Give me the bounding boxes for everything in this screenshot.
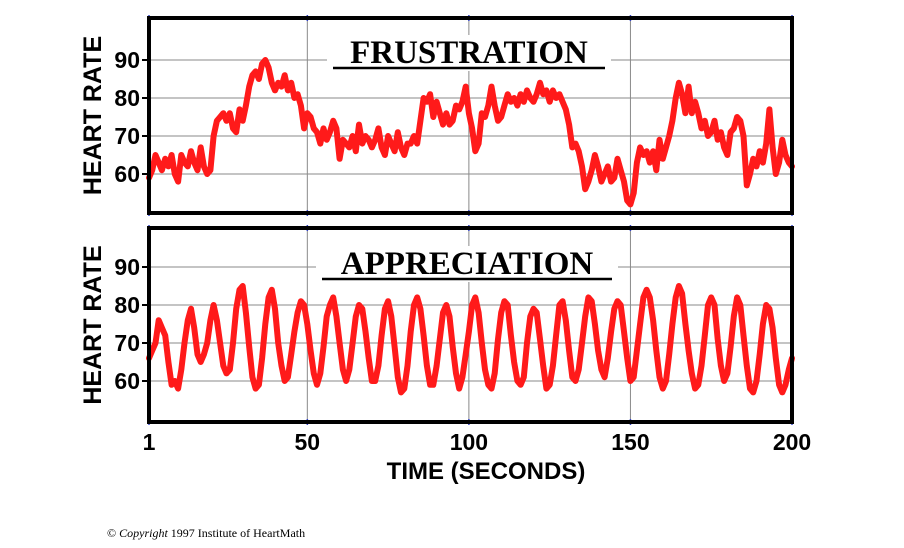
y-tick-label: 80 [114, 85, 140, 111]
x-tick-label: 200 [773, 429, 811, 455]
y-tick-label: 90 [114, 254, 140, 280]
copyright-notice: © Copyright 1997 Institute of HeartMath [107, 526, 305, 541]
y-tick-label: 70 [114, 330, 140, 356]
heart-rate-series-line [146, 57, 795, 208]
copyright-text: 1997 Institute of HeartMath [170, 526, 306, 540]
x-tick-label: 150 [611, 429, 649, 455]
y-tick-label: 60 [114, 161, 140, 187]
heart-rate-series-line [146, 283, 795, 396]
y-tick-label: 80 [114, 292, 140, 318]
y-axis-label: HEART RATE [79, 245, 107, 404]
x-axis-label: TIME (SECONDS) [387, 458, 586, 485]
y-axis-label: HEART RATE [79, 36, 107, 195]
chart-title: APPRECIATION [341, 246, 594, 282]
y-tick-label: 70 [114, 123, 140, 149]
x-tick-label: 50 [295, 429, 321, 455]
x-tick-label: 1 [143, 429, 156, 455]
copyright-symbol: © [107, 526, 117, 540]
title-background [327, 35, 611, 71]
x-tick-label: 100 [450, 429, 488, 455]
plot-frame [147, 226, 794, 424]
plot-frame [147, 16, 794, 215]
y-tick-label: 90 [114, 47, 140, 73]
chart-title: FRUSTRATION [350, 35, 588, 71]
copyright-word: Copyright [119, 526, 168, 540]
title-background [316, 246, 618, 282]
chart-panel-1: 60 70 80 90 HEART RATE FRUSTRATION [79, 15, 795, 216]
y-tick-label: 60 [114, 368, 140, 394]
